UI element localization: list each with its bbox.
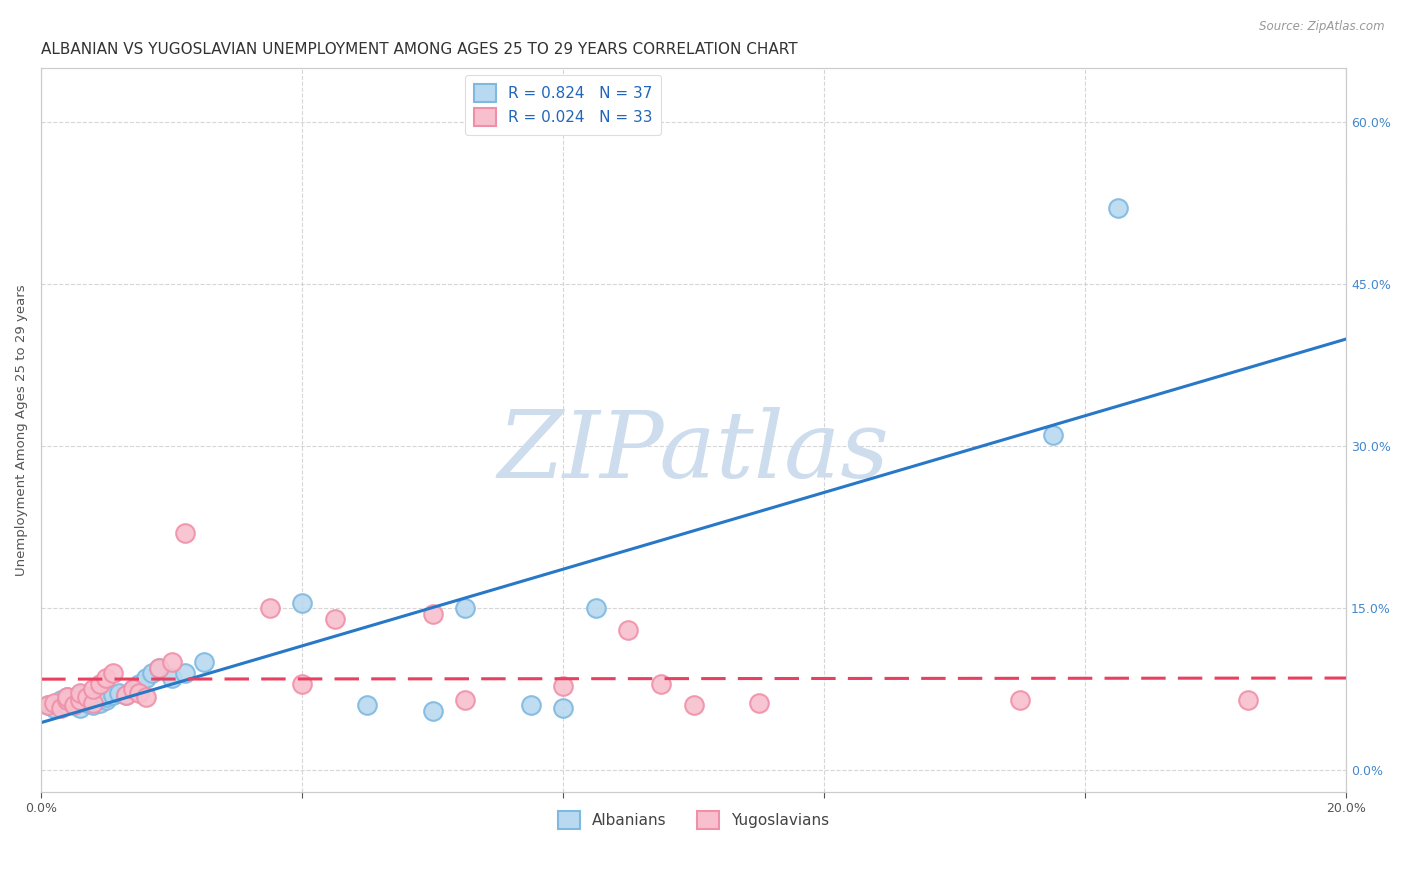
Point [121,682,143,697]
Point [519,698,541,713]
Point [56,690,79,704]
Point [148,660,170,674]
Point [121,682,143,697]
Point [259,601,281,615]
Text: ZIPatlas: ZIPatlas [498,407,890,497]
Point [82,693,104,707]
Point [128,677,150,691]
Point [682,698,704,713]
Point [101,666,124,681]
Point [173,525,195,540]
Point [76,690,98,704]
Point [422,704,444,718]
Point [454,601,477,615]
Point [101,688,124,702]
Point [1237,693,1260,707]
Point [63,693,86,707]
Point [115,688,138,702]
Point [82,696,104,710]
Point [56,693,79,707]
Text: ALBANIAN VS YUGOSLAVIAN UNEMPLOYMENT AMONG AGES 25 TO 29 YEARS CORRELATION CHART: ALBANIAN VS YUGOSLAVIAN UNEMPLOYMENT AMO… [41,42,797,57]
Point [650,677,672,691]
Point [89,677,111,691]
Point [82,682,104,697]
Point [96,672,118,686]
Point [135,690,157,704]
Point [291,596,314,610]
Point [422,607,444,621]
Point [37,698,59,713]
Point [108,685,131,699]
Point [585,601,607,615]
Point [135,672,157,686]
Point [748,696,770,710]
Point [1042,428,1064,442]
Point [69,685,91,699]
Point [63,698,86,713]
Point [356,698,378,713]
Point [454,693,477,707]
Legend: Albanians, Yugoslavians: Albanians, Yugoslavians [553,805,835,835]
Point [49,700,72,714]
Point [1008,693,1031,707]
Point [617,623,640,637]
Point [96,690,118,704]
Point [160,672,183,686]
Point [56,690,79,704]
Point [89,696,111,710]
Point [44,700,66,714]
Point [291,677,314,691]
Point [173,666,195,681]
Point [56,698,79,713]
Point [49,696,72,710]
Point [69,688,91,702]
Point [96,693,118,707]
Point [82,698,104,713]
Point [141,666,163,681]
Y-axis label: Unemployment Among Ages 25 to 29 years: Unemployment Among Ages 25 to 29 years [15,284,28,575]
Point [76,690,98,704]
Point [69,700,91,714]
Point [1107,201,1129,215]
Point [160,655,183,669]
Point [115,688,138,702]
Point [76,696,98,710]
Point [63,696,86,710]
Point [37,698,59,713]
Point [193,655,215,669]
Text: Source: ZipAtlas.com: Source: ZipAtlas.com [1260,20,1385,33]
Point [49,693,72,707]
Point [148,660,170,674]
Point [553,700,575,714]
Point [323,612,346,626]
Point [44,696,66,710]
Point [69,693,91,707]
Point [128,685,150,699]
Point [553,679,575,693]
